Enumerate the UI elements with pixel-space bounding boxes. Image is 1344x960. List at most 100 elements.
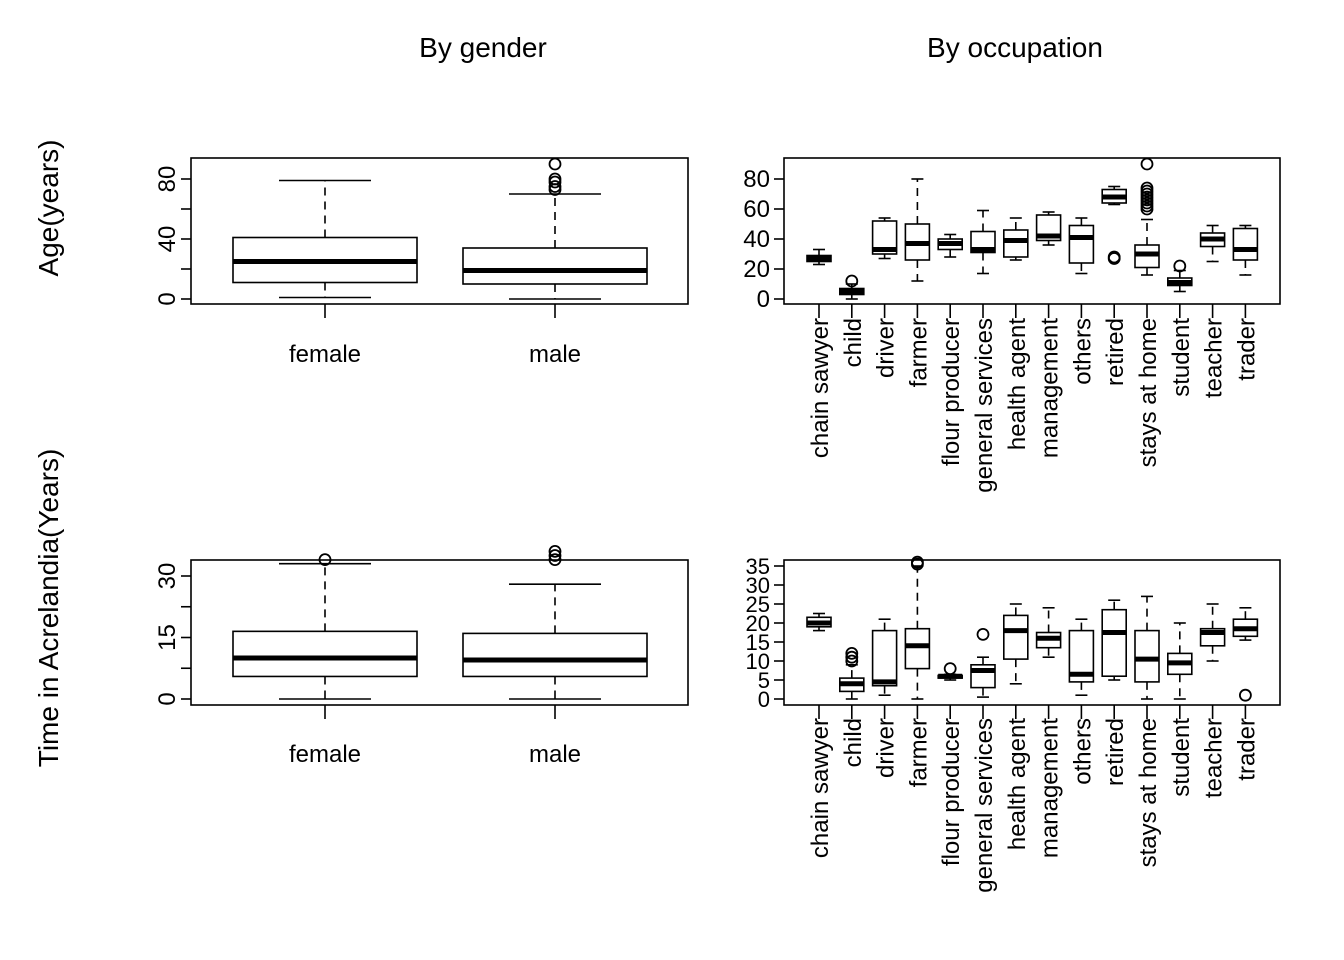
box-child bbox=[838, 274, 865, 300]
box-management bbox=[1035, 606, 1062, 659]
x-category-label: trader bbox=[1233, 718, 1260, 781]
x-category-label: flour producer bbox=[938, 318, 965, 466]
y-tick-label: 0 bbox=[154, 692, 181, 705]
outlier-point bbox=[845, 647, 859, 660]
x-category-label: trader bbox=[1233, 318, 1260, 381]
x-category-label: driver bbox=[873, 718, 900, 778]
box-health-agent bbox=[1002, 217, 1029, 261]
outlier-point bbox=[943, 662, 957, 675]
y-tick-label: 0 bbox=[758, 687, 770, 712]
x-category-label: chain sawyer bbox=[807, 318, 834, 458]
box-driver bbox=[871, 217, 898, 260]
outlier-point bbox=[548, 545, 562, 558]
outlier-point bbox=[1107, 250, 1121, 264]
y-tick-label: 0 bbox=[757, 286, 770, 313]
y-tick-label: 60 bbox=[743, 196, 770, 223]
x-category-label: retired bbox=[1102, 718, 1129, 786]
y-tick-label: 5 bbox=[758, 668, 770, 693]
box-female bbox=[232, 179, 418, 299]
box-student bbox=[1167, 259, 1193, 293]
panel-age-by-gender: 0 40 80 female male bbox=[154, 157, 689, 368]
iqr-box bbox=[462, 632, 648, 678]
box-male bbox=[462, 545, 648, 700]
outlier-point bbox=[548, 549, 562, 562]
iqr-box bbox=[1035, 214, 1062, 242]
x-category-label: female bbox=[289, 341, 361, 368]
x-category-label: male bbox=[529, 341, 581, 368]
y-tick-label: 30 bbox=[154, 563, 181, 590]
box-general-services bbox=[970, 209, 996, 275]
x-category-label: male bbox=[529, 741, 581, 768]
box-retired bbox=[1101, 599, 1127, 681]
outlier-point bbox=[845, 274, 859, 288]
x-category-label: stays at home bbox=[1135, 318, 1162, 467]
y-tick-label: 25 bbox=[746, 592, 770, 617]
y-tick-label: 80 bbox=[743, 166, 770, 193]
x-category-label: teacher bbox=[1201, 318, 1228, 398]
iqr-box bbox=[871, 629, 898, 687]
box-farmer bbox=[904, 178, 931, 282]
x-category-label: others bbox=[1069, 318, 1096, 385]
x-category-label: child bbox=[840, 318, 867, 367]
outlier-point bbox=[845, 650, 859, 664]
x-category-label: general services bbox=[971, 718, 998, 893]
outlier-point bbox=[1140, 157, 1154, 171]
outlier-point bbox=[976, 628, 990, 641]
y-tick-label: 20 bbox=[743, 256, 770, 283]
box-management bbox=[1035, 211, 1062, 246]
plot-frame bbox=[783, 559, 1281, 706]
plot-frame bbox=[190, 157, 689, 305]
outlier-point bbox=[1173, 259, 1187, 273]
iqr-box bbox=[462, 247, 648, 285]
box-others bbox=[1068, 217, 1095, 275]
iqr-box bbox=[1134, 629, 1160, 683]
outlier-point bbox=[911, 555, 924, 569]
x-category-label: management bbox=[1037, 318, 1064, 458]
iqr-box bbox=[1199, 627, 1226, 647]
box-farmer bbox=[904, 555, 931, 700]
box-teacher bbox=[1199, 603, 1226, 662]
x-category-label: stays at home bbox=[1135, 718, 1162, 867]
outlier-point bbox=[548, 180, 562, 193]
outlier-point bbox=[845, 654, 859, 668]
x-category-label: others bbox=[1069, 718, 1096, 785]
box-stays-at-home bbox=[1134, 157, 1160, 276]
outlier-point bbox=[548, 157, 562, 171]
x-category-label: management bbox=[1037, 718, 1064, 858]
iqr-box bbox=[1002, 229, 1029, 258]
iqr-box bbox=[970, 663, 996, 689]
iqr-box bbox=[1232, 227, 1259, 261]
box-stays-at-home bbox=[1134, 595, 1160, 700]
box-trader bbox=[1232, 606, 1259, 702]
x-category-label: student bbox=[1168, 718, 1195, 797]
column-title-left: By gender bbox=[419, 32, 547, 63]
x-category-label: general services bbox=[971, 318, 998, 493]
iqr-box bbox=[1002, 614, 1029, 660]
x-category-label: health agent bbox=[1004, 718, 1031, 850]
plot-frame bbox=[783, 157, 1281, 305]
iqr-box bbox=[871, 220, 898, 255]
x-category-label: farmer bbox=[905, 318, 932, 387]
y-tick-label: 30 bbox=[746, 573, 770, 598]
box-flour-producer bbox=[937, 662, 964, 681]
panel-age-by-occupation: 0 20 40 60 80 chain sawyer child driver farmer fl… bbox=[743, 157, 1281, 493]
box-general-services bbox=[970, 628, 996, 698]
plot-frame bbox=[190, 559, 689, 706]
iqr-box bbox=[1068, 224, 1095, 264]
x-category-label: flour producer bbox=[938, 718, 965, 866]
y-tick-label: 40 bbox=[743, 226, 770, 253]
outlier-point bbox=[1140, 181, 1154, 195]
x-category-label: teacher bbox=[1201, 718, 1228, 798]
box-child bbox=[838, 647, 865, 700]
outlier-point bbox=[548, 553, 562, 566]
y-tick-label: 10 bbox=[746, 649, 770, 674]
box-female bbox=[232, 553, 418, 700]
iqr-box bbox=[1101, 608, 1127, 678]
iqr-box bbox=[970, 230, 996, 254]
x-category-label: health agent bbox=[1004, 318, 1031, 450]
box-driver bbox=[871, 618, 898, 697]
row-label-top: Age(years) bbox=[33, 140, 64, 277]
box-others bbox=[1068, 618, 1095, 697]
y-tick-label: 0 bbox=[154, 292, 181, 305]
